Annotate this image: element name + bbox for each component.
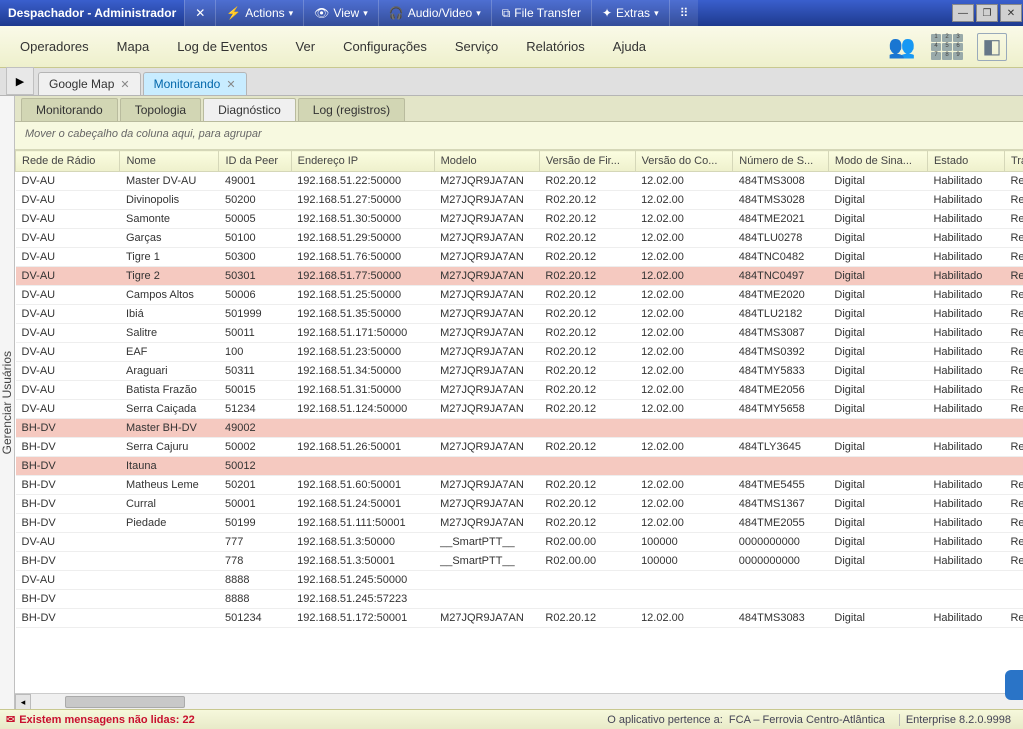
column-header[interactable]: Modelo [434,151,539,172]
chevron-down-icon: ▾ [476,8,481,19]
titlebar-more[interactable]: ⠿ [669,0,699,26]
menu-configuraes[interactable]: Configurações [329,33,441,60]
version-label: Enterprise 8.2.0.9998 [899,714,1017,726]
titlebar-view[interactable]: 👁View▾ [303,0,378,26]
column-header[interactable]: Nome [120,151,219,172]
tab-monitorando[interactable]: Monitorando✕ [143,72,247,95]
menu-logdeeventos[interactable]: Log de Eventos [163,33,281,60]
x-icon: ✕ [195,6,205,20]
owner-label: O aplicativo pertence a: FCA – Ferrovia … [607,714,885,726]
unread-messages[interactable]: ✉ Existem mensagens não lidas: 22 [6,713,195,726]
dialpad-icon[interactable]: 123456789 [931,34,963,60]
mail-icon: ✉ [6,713,15,726]
subtab-logregistros[interactable]: Log (registros) [298,98,405,121]
menu-ajuda[interactable]: Ajuda [599,33,660,60]
table-row[interactable]: DV-AUCampos Altos50006192.168.51.25:5000… [16,286,1023,305]
horizontal-scrollbar[interactable]: ◂ ▸ [15,693,1023,709]
column-header[interactable]: Modo de Sina... [828,151,927,172]
subtab-strip: MonitorandoTopologiaDiagnósticoLog (regi… [15,96,1023,122]
table-row[interactable]: DV-AUTigre 250301192.168.51.77:50000M27J… [16,267,1023,286]
menu-servio[interactable]: Serviço [441,33,512,60]
subtab-diagnstico[interactable]: Diagnóstico [203,98,296,121]
column-header[interactable]: Rede de Rádio [16,151,120,172]
table-row[interactable]: DV-AUSamonte50005192.168.51.30:50000M27J… [16,210,1023,229]
chevron-down-icon: ▾ [289,8,294,19]
window-title: Despachador - Administrador [0,6,184,20]
column-header[interactable]: Versão do Co... [635,151,733,172]
table-row[interactable]: DV-AU8888192.168.51.245:50000 [16,571,1023,590]
titlebar: Despachador - Administrador ✕ ⚡Actions▾ … [0,0,1023,26]
table-row[interactable]: DV-AUSerra Caiçada51234192.168.51.124:50… [16,400,1023,419]
restore-button[interactable]: ❐ [976,4,998,22]
window-controls: — ❐ ✕ [951,4,1023,22]
table-row[interactable]: DV-AUGarças50100192.168.51.29:50000M27JQ… [16,229,1023,248]
column-header[interactable]: Versão de Fir... [539,151,635,172]
table-row[interactable]: BH-DV501234192.168.51.172:50001M27JQR9JA… [16,609,1023,628]
eye-icon: 👁 [314,6,329,20]
close-button[interactable]: ✕ [1000,4,1022,22]
copy-icon: ⧉ [502,6,511,21]
titlebar-actions[interactable]: ⚡Actions▾ [215,0,303,26]
menubar: OperadoresMapaLog de EventosVerConfigura… [0,26,1023,68]
column-header[interactable]: Endereço IP [291,151,434,172]
menu-operadores[interactable]: Operadores [6,33,103,60]
titlebar-audiovideo[interactable]: 🎧Audio/Video▾ [378,0,491,26]
users-icon[interactable]: 👥 [887,33,917,61]
menu-ver[interactable]: Ver [282,33,330,60]
grid-scroll[interactable]: Rede de RádioNomeID da PeerEndereço IPMo… [15,150,1023,693]
table-row[interactable]: BH-DVCurral50001192.168.51.24:50001M27JQ… [16,495,1023,514]
table-row[interactable]: DV-AUSalitre50011192.168.51.171:50000M27… [16,324,1023,343]
table-row[interactable]: BH-DVPiedade50199192.168.51.111:50001M27… [16,514,1023,533]
scroll-thumb[interactable] [65,696,185,708]
titlebar-extras[interactable]: ✦Extras▾ [591,0,669,26]
diagnostics-grid: Rede de RádioNomeID da PeerEndereço IPMo… [15,150,1023,628]
headset-icon: 🎧 [389,6,404,20]
titlebar-filetransfer[interactable]: ⧉File Transfer [491,0,591,26]
chevron-down-icon: ▾ [654,8,659,19]
handle-icon: ⠿ [680,6,689,20]
table-row[interactable]: BH-DVSerra Cajuru50002192.168.51.26:5000… [16,438,1023,457]
subtab-monitorando[interactable]: Monitorando [21,98,118,121]
table-row[interactable]: BH-DVMaster BH-DV49002 [16,419,1023,438]
sparkle-icon: ✦ [602,6,612,20]
table-row[interactable]: DV-AUTigre 150300192.168.51.76:50000M27J… [16,248,1023,267]
table-row[interactable]: BH-DVItauna50012 [16,457,1023,476]
group-by-bar[interactable]: Mover o cabeçalho da coluna aqui, para a… [15,122,1023,150]
statusbar: ✉ Existem mensagens não lidas: 22 O apli… [0,709,1023,729]
table-row[interactable]: BH-DVMatheus Leme50201192.168.51.60:5000… [16,476,1023,495]
tab-close-icon[interactable]: ✕ [226,78,235,91]
table-row[interactable]: BH-DV8888192.168.51.245:57223 [16,590,1023,609]
column-header[interactable]: Estado [927,151,1004,172]
table-row[interactable]: DV-AUAraguari50311192.168.51.34:50000M27… [16,362,1023,381]
chevron-down-icon: ▾ [363,8,368,19]
column-header[interactable]: ID da Peer [219,151,291,172]
table-row[interactable]: DV-AU777192.168.51.3:50000__SmartPTT__R0… [16,533,1023,552]
tab-close-icon[interactable]: ✕ [120,78,129,91]
document-tabstrip: ▶ Google Map✕Monitorando✕ [0,68,1023,96]
sidebar[interactable]: Gerenciar Usuários [0,96,15,709]
layout-toggle-icon[interactable]: ◧ [977,33,1007,61]
menu-mapa[interactable]: Mapa [103,33,164,60]
teamviewer-bubble-icon[interactable] [1005,670,1023,700]
bolt-icon: ⚡ [226,6,241,20]
subtab-topologia[interactable]: Topologia [120,98,201,121]
titlebar-close-panel[interactable]: ✕ [184,0,215,26]
table-row[interactable]: DV-AUDivinopolis50200192.168.51.27:50000… [16,191,1023,210]
collapse-sidebar-button[interactable]: ▶ [6,67,34,95]
table-row[interactable]: DV-AUBatista Frazão50015192.168.51.31:50… [16,381,1023,400]
tab-googlemap[interactable]: Google Map✕ [38,72,141,95]
menu-relatrios[interactable]: Relatórios [512,33,599,60]
minimize-button[interactable]: — [952,4,974,22]
table-row[interactable]: DV-AUEAF100192.168.51.23:50000M27JQR9JA7… [16,343,1023,362]
sidebar-label: Gerenciar Usuários [0,343,14,462]
column-header[interactable]: Travar [1004,151,1023,172]
column-header[interactable]: Número de S... [733,151,829,172]
scroll-left-arrow[interactable]: ◂ [15,694,31,710]
table-row[interactable]: BH-DV778192.168.51.3:50001__SmartPTT__R0… [16,552,1023,571]
table-row[interactable]: DV-AUIbiá501999192.168.51.35:50000M27JQR… [16,305,1023,324]
table-row[interactable]: DV-AUMaster DV-AU49001192.168.51.22:5000… [16,172,1023,191]
